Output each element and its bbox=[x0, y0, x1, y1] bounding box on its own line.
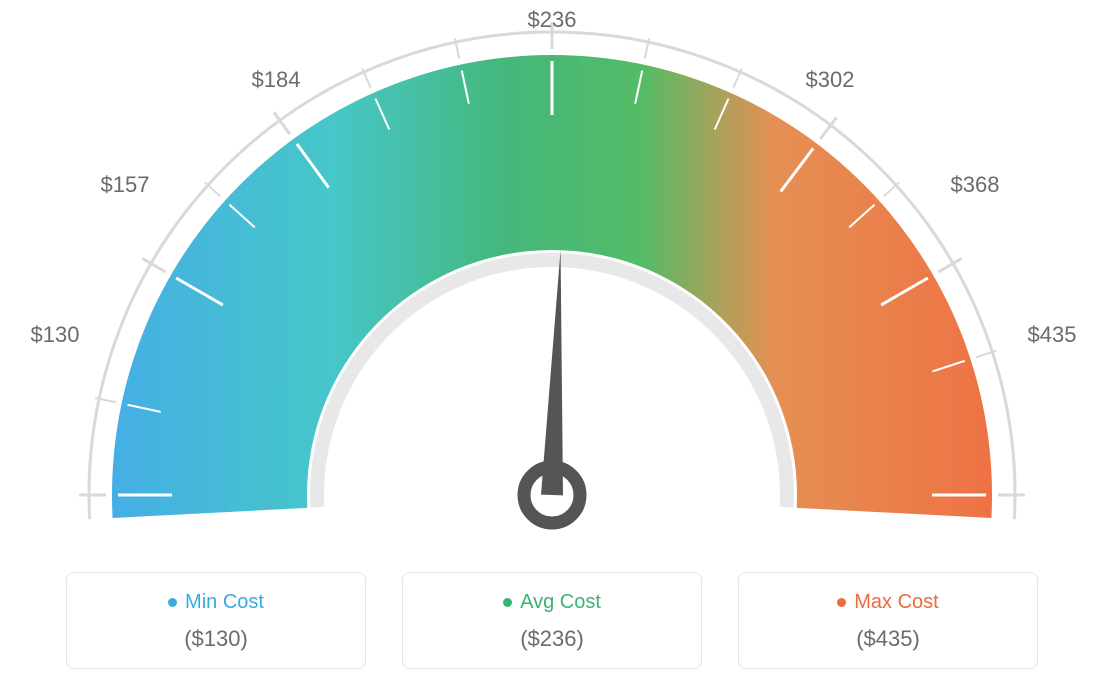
legend-title-min: Min Cost bbox=[168, 591, 264, 614]
legend-label-min: Min Cost bbox=[185, 591, 264, 614]
legend-value-avg: ($236) bbox=[415, 626, 689, 652]
legend-title-avg: Avg Cost bbox=[503, 591, 601, 614]
legend-title-max: Max Cost bbox=[837, 591, 938, 614]
legend-card-min: Min Cost ($130) bbox=[66, 572, 366, 669]
gauge-svg bbox=[0, 0, 1104, 560]
legend-card-max: Max Cost ($435) bbox=[738, 572, 1038, 669]
gauge-tick-label: $157 bbox=[101, 172, 150, 198]
gauge-tick-label: $435 bbox=[1028, 322, 1077, 348]
legend-value-max: ($435) bbox=[751, 626, 1025, 652]
gauge-tick-label: $130 bbox=[31, 322, 80, 348]
gauge-tick-label: $184 bbox=[252, 67, 301, 93]
legend-label-max: Max Cost bbox=[854, 591, 938, 614]
gauge-tick-label: $302 bbox=[806, 67, 855, 93]
legend-label-avg: Avg Cost bbox=[520, 591, 601, 614]
gauge-tick-label: $236 bbox=[528, 7, 577, 33]
legend-card-avg: Avg Cost ($236) bbox=[402, 572, 702, 669]
legend-dot-max bbox=[837, 598, 846, 607]
legend-value-min: ($130) bbox=[79, 626, 353, 652]
legend-dot-min bbox=[168, 598, 177, 607]
legend-row: Min Cost ($130) Avg Cost ($236) Max Cost… bbox=[0, 560, 1104, 669]
gauge-tick-label: $368 bbox=[951, 172, 1000, 198]
legend-dot-avg bbox=[503, 598, 512, 607]
gauge-chart: $130 $157 $184 $236 $302 $368 $435 bbox=[0, 0, 1104, 560]
